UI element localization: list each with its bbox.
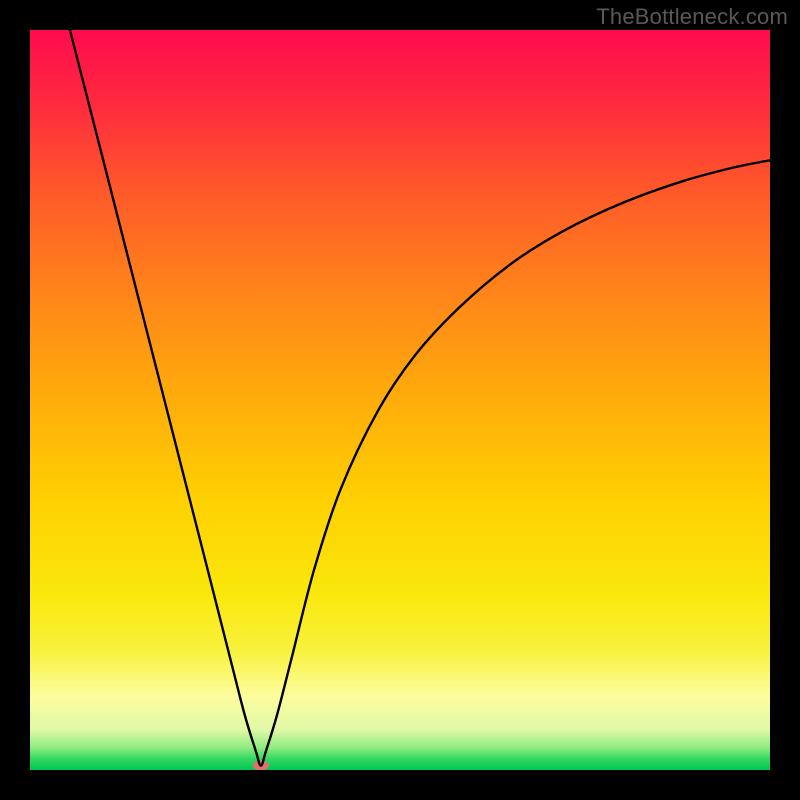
chart-frame: [30, 30, 770, 770]
bottleneck-chart: [30, 30, 770, 770]
chart-background: [30, 30, 770, 770]
watermark-text: TheBottleneck.com: [596, 4, 788, 30]
